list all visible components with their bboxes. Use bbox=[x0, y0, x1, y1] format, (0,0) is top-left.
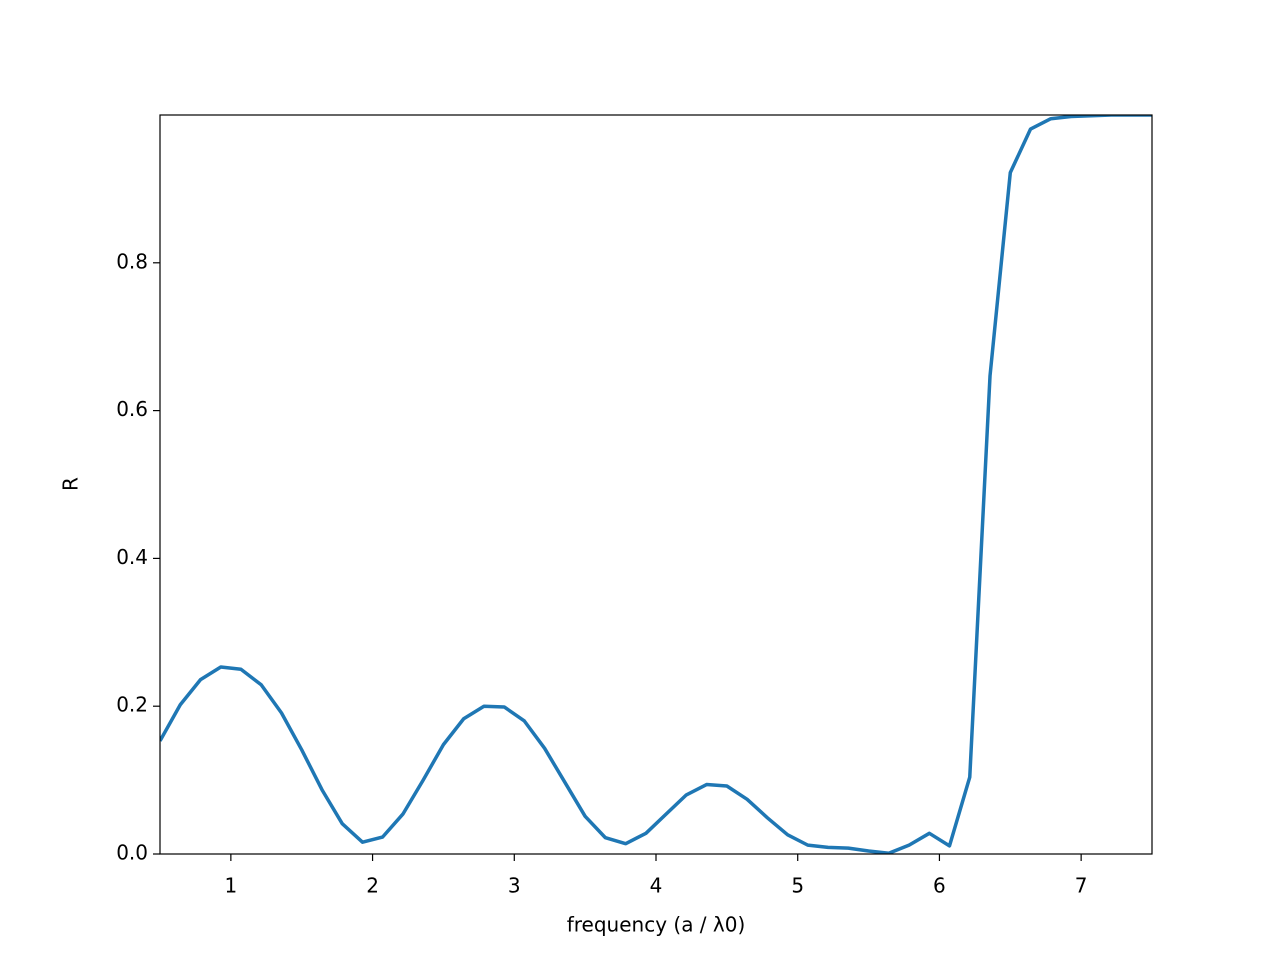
y-tick-label: 0.2 bbox=[116, 693, 148, 717]
y-tick-label: 0.4 bbox=[116, 545, 148, 569]
x-tick-label: 5 bbox=[791, 874, 804, 898]
x-tick-label: 2 bbox=[366, 874, 379, 898]
y-tick-label: 0.6 bbox=[116, 397, 148, 421]
plot-area bbox=[160, 115, 1152, 854]
data-line bbox=[160, 115, 1152, 854]
x-tick-label: 7 bbox=[1075, 874, 1088, 898]
y-tick-label: 0.0 bbox=[116, 841, 148, 865]
y-axis-label: R bbox=[59, 477, 83, 491]
y-tick-label: 0.8 bbox=[116, 249, 148, 273]
axes-frame bbox=[159, 114, 1153, 855]
x-tick-label: 4 bbox=[650, 874, 663, 898]
x-tick-label: 1 bbox=[224, 874, 237, 898]
x-tick-label: 6 bbox=[933, 874, 946, 898]
x-tick-label: 3 bbox=[508, 874, 521, 898]
x-axis-label: frequency (a / λ0) bbox=[567, 913, 746, 937]
